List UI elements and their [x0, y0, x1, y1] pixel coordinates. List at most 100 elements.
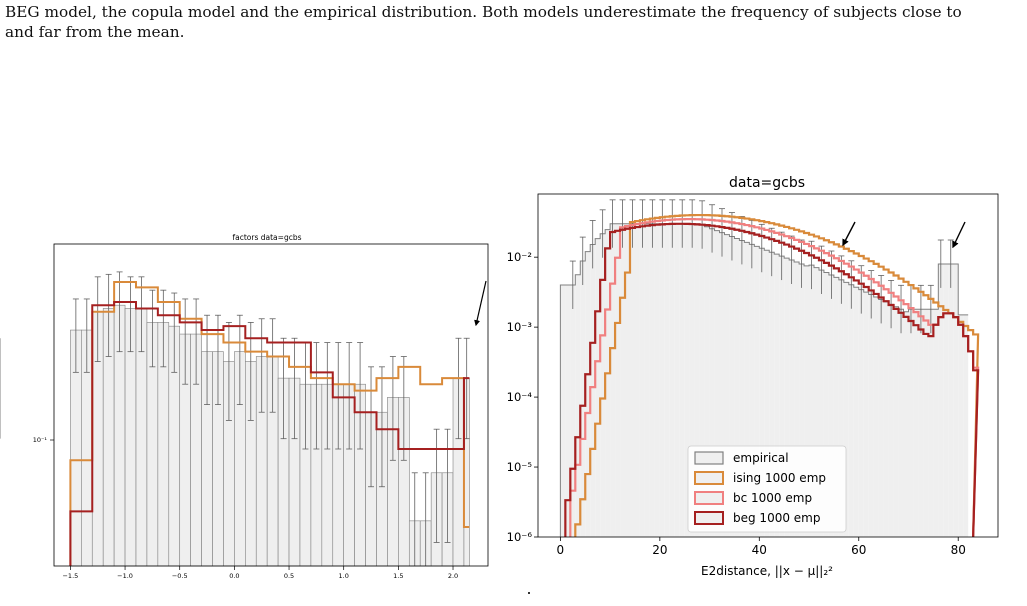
- right-empirical-bar: [888, 304, 894, 537]
- right-empirical-bar: [600, 233, 606, 537]
- right-empirical-bar: [953, 263, 959, 537]
- right-x-tick-label: 40: [752, 543, 767, 557]
- left-ising-step-line: [69, 280, 470, 566]
- right-empirical-bar: [833, 277, 839, 537]
- right-empirical-bar: [744, 242, 750, 537]
- legend-box: [687, 445, 847, 533]
- right-empirical-bar: [898, 309, 904, 537]
- right-empirical-bar: [560, 285, 566, 537]
- right-empirical-bar: [620, 223, 626, 538]
- left-x-tick-label: −1.5: [62, 572, 78, 580]
- right-empirical-bar: [863, 292, 869, 537]
- right-empirical-bar: [719, 232, 725, 537]
- legend-label-bc: bc 1000 emp: [733, 491, 812, 505]
- right-axes-frame: [537, 193, 999, 538]
- right-empirical-bar: [639, 223, 645, 538]
- right-empirical-bar: [625, 223, 630, 538]
- right-beg-step-line: [564, 222, 980, 538]
- right-empirical-bar: [679, 223, 685, 538]
- right-empirical-bar: [918, 309, 924, 537]
- right-empirical-bar: [878, 299, 884, 537]
- right-empirical-bar: [634, 223, 640, 538]
- right-empirical-bar: [749, 244, 755, 538]
- right-y-tick-label: 10⁻⁴: [507, 390, 533, 404]
- right-empirical-bar: [615, 223, 621, 538]
- right-empirical-bar: [739, 240, 745, 537]
- legend-label-ising: ising 1000 emp: [733, 471, 826, 485]
- left-chart-title: factors data=gcbs: [233, 233, 302, 242]
- right-y-tick-label: 10⁻⁶: [507, 530, 533, 544]
- right-empirical-bar: [649, 223, 655, 538]
- right-empirical-bar: [734, 238, 740, 538]
- right-empirical-bar: [913, 309, 919, 537]
- right-empirical-bar: [570, 285, 576, 537]
- right-x-tick-label: 60: [851, 543, 866, 557]
- right-empirical-bar: [704, 226, 710, 537]
- right-empirical-bar: [838, 279, 844, 537]
- right-empirical-bar: [868, 294, 874, 537]
- right-empirical-bar: [908, 309, 914, 537]
- right-empirical-bar: [814, 267, 819, 537]
- right-empirical-bar: [595, 238, 601, 538]
- right-empirical-bar: [804, 265, 810, 537]
- right-empirical-bar: [779, 256, 785, 537]
- right-y-ticks: 10⁻⁶ 10⁻⁵ 10⁻⁴ 10⁻³ 10⁻²: [507, 250, 538, 544]
- right-empirical-bar: [694, 223, 700, 538]
- legend-swatch-beg: [694, 511, 724, 525]
- right-empirical-bar: [828, 274, 834, 537]
- right-chart-title: data=gcbs: [729, 175, 805, 191]
- right-bc-step-line: [569, 218, 980, 538]
- right-annotation-arrow-1: [842, 221, 856, 247]
- left-x-tick-label: −0.5: [172, 572, 188, 580]
- right-y-tick-label: 10⁻⁵: [507, 460, 533, 474]
- right-empirical-bar: [794, 261, 800, 537]
- right-y-tick-label: 10⁻³: [507, 320, 533, 334]
- right-ising-step-line: [574, 213, 980, 538]
- right-empirical-bar: [883, 301, 889, 537]
- right-empirical-bar: [789, 260, 795, 537]
- right-x-tick-label: 20: [652, 543, 667, 557]
- right-empirical-bar: [809, 265, 814, 537]
- left-y-tick: 10⁻¹: [33, 436, 54, 444]
- right-annotation-arrow-2: [952, 221, 966, 249]
- left-x-tick-label: −1.0: [117, 572, 133, 580]
- left-annotation-arrow: [474, 280, 487, 327]
- right-empirical-bar: [928, 309, 934, 537]
- left-axes-frame: [53, 243, 489, 567]
- right-empirical-bar: [590, 244, 596, 537]
- right-empirical-bar: [664, 223, 670, 538]
- right-x-tick-label: 0: [557, 543, 565, 557]
- figure-caption: BEG model, the copula model and the empi…: [5, 2, 1023, 42]
- right-empirical-bar: [605, 229, 611, 537]
- right-empirical-bar: [630, 223, 635, 538]
- right-empirical-bar: [943, 263, 949, 537]
- right-empirical-bar: [689, 223, 695, 538]
- caption-line-2: and far from the mean.: [5, 23, 185, 41]
- right-empirical-bar: [818, 270, 824, 537]
- right-empirical-bar: [709, 228, 715, 538]
- right-empirical-bar: [659, 223, 665, 538]
- legend-swatch-ising: [694, 471, 724, 485]
- right-empirical-bar: [848, 284, 854, 537]
- right-empirical-bar: [684, 223, 690, 538]
- right-empirical-bar: [858, 289, 864, 537]
- right-empirical-bar: [654, 223, 660, 538]
- right-empirical-bar: [784, 258, 790, 537]
- left-x-tick-label: 0.5: [284, 572, 294, 580]
- right-x-ticks: 0 20 40 60 80: [557, 537, 966, 557]
- left-y-tick-label: 10⁻¹: [33, 436, 48, 444]
- left-histogram-chart: factors data=gcbs −1.5 −1.0 −0.5 0.0 0.5 1.0 1…: [0, 233, 489, 580]
- right-empirical-bar: [729, 236, 735, 537]
- right-plot-area: [559, 199, 980, 538]
- right-empirical-bar: [674, 223, 680, 538]
- right-histogram-chart: data=gcbs 0 20 40 60 80 10⁻⁶ 10⁻⁵ 10⁻⁴ 10⁻³ 10⁻²…: [507, 175, 999, 578]
- right-empirical-bar: [963, 314, 969, 537]
- right-empirical-bar: [769, 252, 775, 537]
- legend-swatch-empirical: [694, 451, 724, 465]
- right-empirical-bar: [585, 251, 591, 537]
- right-empirical-bar: [903, 311, 909, 537]
- right-empirical-bar: [843, 282, 849, 537]
- right-empirical-bar: [669, 223, 675, 538]
- right-empirical-bar: [933, 309, 939, 537]
